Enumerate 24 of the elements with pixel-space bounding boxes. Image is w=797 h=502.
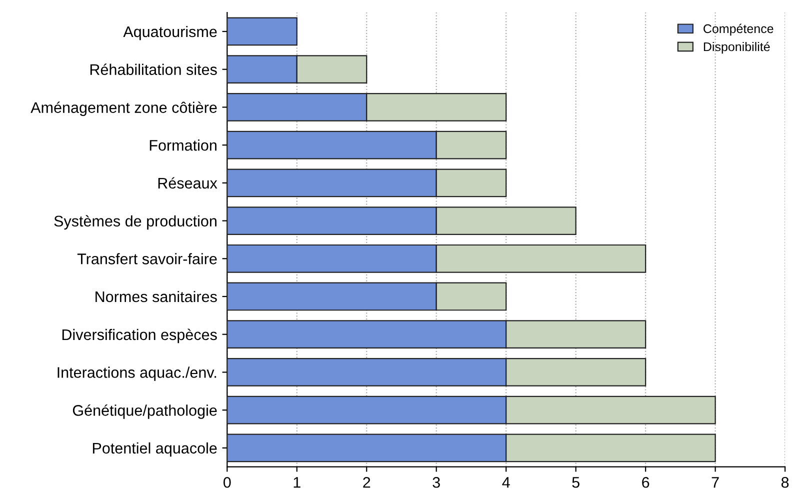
x-tick-label: 7 [712,477,719,488]
x-tick-label: 4 [502,477,510,488]
legend-label: Compétence [704,24,774,36]
x-tick-label: 8 [781,476,789,488]
y-tick-label: Systèmes de production [54,215,216,230]
legend-label: Disponibilité [704,42,770,54]
y-tick-label: Transfert savoir-faire [77,253,217,264]
y-tick-label: Génétique/pathologie [72,404,217,419]
y-tick-label: Interactions aquac./env. [58,366,216,381]
y-tick-label: Formation [150,140,216,151]
x-tick-label: 1 [294,477,300,488]
y-tick-label: Aquatourisme [123,26,217,40]
y-tick-label: Potentiel aquacole [92,442,217,457]
y-tick-label: Normes sanitaires [96,290,217,302]
bar [227,17,298,46]
y-tick-label: Aménagement zone côtière [30,102,217,116]
y-tick-label: Réseaux [158,177,218,189]
x-tick-label: 6 [642,476,650,488]
x-tick-label: 2 [363,476,370,488]
y-tick-label: Réhabilitation sites [90,64,217,76]
x-tick-label: 3 [432,476,440,488]
x-tick-label: 5 [572,477,580,488]
x-tick-label: 0 [223,476,231,488]
y-tick-label: Diversification espèces [62,328,217,344]
